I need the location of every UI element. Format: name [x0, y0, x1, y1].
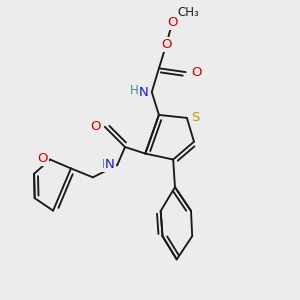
Text: N: N: [139, 85, 149, 98]
Text: H: H: [102, 158, 111, 171]
Text: CH₃: CH₃: [177, 6, 199, 19]
Text: O: O: [167, 16, 178, 29]
Text: S: S: [191, 111, 200, 124]
Text: O: O: [161, 38, 172, 51]
Text: O: O: [161, 38, 172, 51]
Text: H: H: [130, 84, 139, 97]
Text: N: N: [105, 158, 115, 171]
Text: O: O: [192, 66, 202, 79]
Text: O: O: [37, 152, 48, 165]
Text: O: O: [91, 120, 101, 133]
